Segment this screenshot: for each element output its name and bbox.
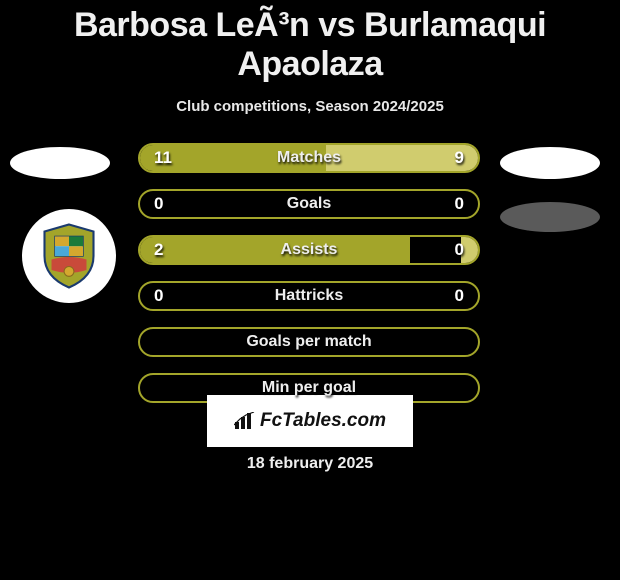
stat-value-right: 0 xyxy=(455,237,464,263)
stat-label: Matches xyxy=(140,145,478,171)
stat-label: Min per goal xyxy=(140,375,478,401)
stat-row: Assists2 0 xyxy=(138,235,480,265)
stat-label: Assists xyxy=(140,237,478,263)
stat-value-left: 0 xyxy=(154,191,163,217)
player-right-badge-placeholder-1 xyxy=(500,147,600,179)
stat-value-left: 2 xyxy=(154,237,163,263)
player-left-badge-placeholder xyxy=(10,147,110,179)
stat-row: Matches11 9 xyxy=(138,143,480,173)
player-right-badge-placeholder-2 xyxy=(500,202,600,232)
player-left-club-crest xyxy=(22,209,116,303)
bars-icon xyxy=(234,412,256,430)
date-label: 18 february 2025 xyxy=(0,455,620,473)
stat-row: Goals per match xyxy=(138,327,480,357)
logo-text: FcTables.com xyxy=(260,410,386,432)
stat-label: Goals per match xyxy=(140,329,478,355)
stat-label: Hattricks xyxy=(140,283,478,309)
stat-label: Goals xyxy=(140,191,478,217)
stat-row: Goals0 0 xyxy=(138,189,480,219)
stat-value-right: 0 xyxy=(455,283,464,309)
shield-icon xyxy=(34,221,104,291)
stat-value-right: 9 xyxy=(455,145,464,171)
stat-row: Min per goal xyxy=(138,373,480,403)
source-logo: FcTables.com xyxy=(207,395,413,447)
stat-value-right: 0 xyxy=(455,191,464,217)
page-title: Barbosa LeÃ³n vs Burlamaqui Apaolaza xyxy=(0,0,620,84)
subtitle: Club competitions, Season 2024/2025 xyxy=(0,98,620,115)
stats-list: Matches119Goals00Assists20Hattricks00Goa… xyxy=(138,143,480,419)
stat-value-left: 11 xyxy=(154,145,172,171)
stat-row: Hattricks0 0 xyxy=(138,281,480,311)
stat-value-left: 0 xyxy=(154,283,163,309)
